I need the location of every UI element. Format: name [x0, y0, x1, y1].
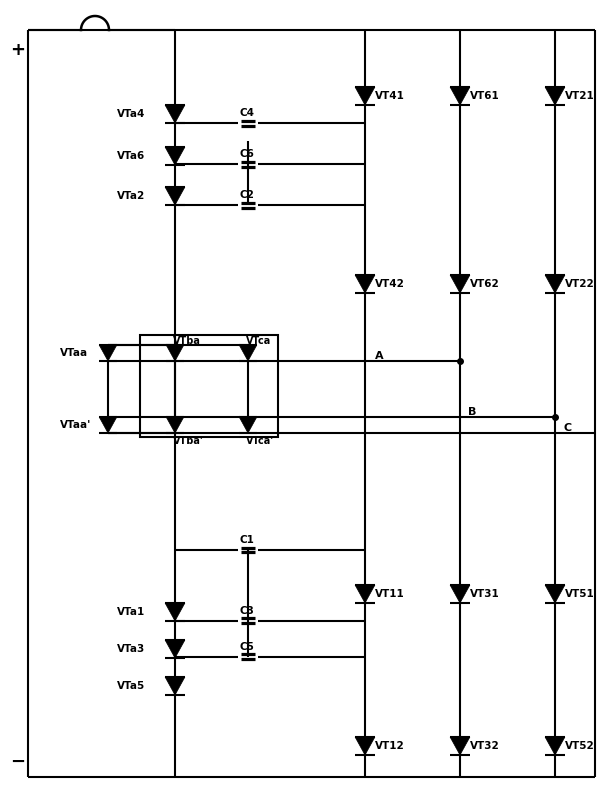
- Text: VTa4: VTa4: [117, 109, 146, 119]
- Polygon shape: [355, 585, 375, 603]
- Text: −: −: [10, 753, 25, 771]
- Polygon shape: [166, 345, 184, 361]
- Polygon shape: [450, 737, 470, 755]
- Text: C1: C1: [240, 535, 255, 545]
- Text: VT32: VT32: [470, 741, 500, 751]
- Polygon shape: [165, 677, 185, 695]
- Polygon shape: [166, 417, 184, 433]
- Polygon shape: [99, 417, 117, 433]
- Text: VTa6: VTa6: [117, 151, 145, 161]
- Polygon shape: [239, 345, 257, 361]
- Text: VTca: VTca: [246, 336, 271, 346]
- Text: C4: C4: [240, 108, 255, 118]
- Polygon shape: [450, 585, 470, 603]
- Polygon shape: [165, 187, 185, 205]
- Text: VTba: VTba: [173, 336, 201, 346]
- Text: VTa2: VTa2: [117, 191, 145, 201]
- Polygon shape: [165, 105, 185, 123]
- Text: VTa3: VTa3: [117, 644, 145, 654]
- Text: VTba': VTba': [173, 436, 204, 446]
- Text: VTca': VTca': [246, 436, 274, 446]
- Polygon shape: [545, 737, 565, 755]
- Polygon shape: [165, 640, 185, 658]
- Polygon shape: [165, 603, 185, 621]
- Text: C2: C2: [240, 190, 255, 200]
- Text: A: A: [375, 351, 384, 361]
- Text: VT41: VT41: [375, 91, 405, 101]
- Text: B: B: [468, 407, 476, 417]
- Text: VTaa: VTaa: [60, 348, 88, 358]
- Polygon shape: [355, 275, 375, 293]
- Text: VT51: VT51: [565, 589, 595, 599]
- Polygon shape: [165, 147, 185, 165]
- Polygon shape: [239, 417, 257, 433]
- Text: VTa1: VTa1: [117, 607, 145, 617]
- Polygon shape: [99, 345, 117, 361]
- Text: VT52: VT52: [565, 741, 595, 751]
- Polygon shape: [355, 737, 375, 755]
- Polygon shape: [545, 87, 565, 105]
- Polygon shape: [355, 87, 375, 105]
- Polygon shape: [450, 87, 470, 105]
- Text: VT31: VT31: [470, 589, 500, 599]
- Polygon shape: [545, 585, 565, 603]
- Text: VT61: VT61: [470, 91, 500, 101]
- Polygon shape: [545, 275, 565, 293]
- Bar: [140, 335, 278, 437]
- Text: VT12: VT12: [375, 741, 405, 751]
- Text: +: +: [10, 41, 25, 59]
- Text: C3: C3: [240, 606, 255, 616]
- Text: VT21: VT21: [565, 91, 595, 101]
- Polygon shape: [450, 275, 470, 293]
- Text: VT22: VT22: [565, 279, 595, 289]
- Text: C6: C6: [240, 149, 255, 159]
- Text: VTa5: VTa5: [117, 681, 145, 691]
- Text: C: C: [563, 423, 571, 433]
- Text: VT62: VT62: [470, 279, 500, 289]
- Text: VT11: VT11: [375, 589, 405, 599]
- Text: VTaa': VTaa': [60, 420, 91, 430]
- Text: C5: C5: [240, 642, 255, 652]
- Text: VT42: VT42: [375, 279, 405, 289]
